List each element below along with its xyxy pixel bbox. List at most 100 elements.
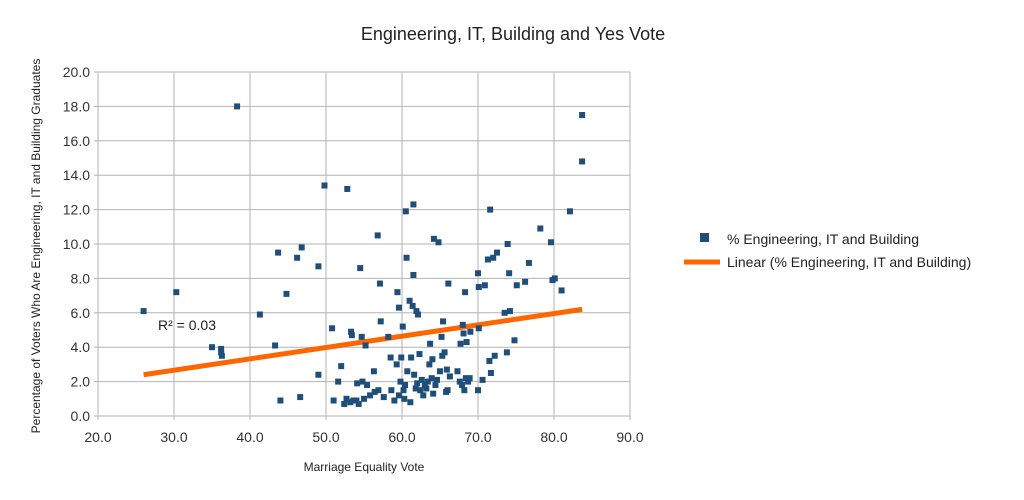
data-point [399, 323, 406, 330]
legend: % Engineering, IT and Building Linear (%… [684, 231, 971, 270]
data-point [400, 387, 407, 394]
data-point [475, 284, 482, 290]
y-tick-label: 16.0 [63, 133, 90, 149]
data-point [315, 263, 322, 270]
data-point [427, 340, 434, 347]
data-point [420, 392, 427, 399]
data-point [294, 254, 301, 261]
data-point [457, 340, 464, 347]
data-point [397, 378, 404, 385]
data-point [387, 354, 394, 361]
data-point [494, 249, 500, 256]
data-point [409, 302, 416, 309]
data-point [380, 394, 387, 401]
data-point [416, 351, 423, 358]
data-point [467, 328, 474, 335]
y-axis-title: Percentage of Voters Who Are Engineering… [29, 59, 43, 434]
data-point [443, 366, 450, 373]
data-point [348, 332, 355, 339]
data-point [344, 185, 351, 192]
data-point [432, 382, 439, 389]
x-tick-label: 80.0 [540, 429, 567, 445]
x-tick-label: 50.0 [312, 429, 339, 445]
data-point [348, 328, 355, 335]
data-point [411, 371, 418, 378]
data-point [417, 387, 424, 394]
data-point [438, 333, 445, 340]
data-point [256, 311, 263, 318]
data-point [355, 400, 362, 407]
data-point [462, 375, 469, 382]
data-point [394, 289, 401, 296]
data-point [487, 206, 494, 213]
axes: 0.0 2.0 4.0 6.0 8.0 10.0 12.0 14.0 16.0 18.0 20.0 2… [63, 64, 644, 445]
data-point [388, 387, 395, 394]
data-point [551, 275, 558, 282]
r-squared-annotation: R² = 0.03 [158, 317, 216, 333]
data-point [440, 318, 447, 325]
data-point [558, 287, 565, 294]
y-tick-label: 8.0 [71, 270, 91, 286]
data-point [377, 318, 384, 325]
data-point [487, 370, 494, 376]
data-point [479, 376, 486, 383]
data-point [173, 289, 180, 296]
data-point [330, 397, 337, 404]
data-point [506, 308, 513, 315]
data-point [503, 349, 510, 356]
data-point [465, 378, 472, 385]
data-point [401, 395, 408, 402]
data-point [375, 387, 382, 394]
data-point [426, 361, 433, 368]
y-tick-label: 2.0 [71, 374, 91, 390]
data-point [398, 354, 405, 361]
data-point [461, 387, 468, 394]
data-point [410, 201, 417, 208]
data-point [484, 256, 491, 263]
data-point [491, 352, 498, 359]
data-point [209, 344, 215, 351]
data-point [445, 280, 452, 287]
data-point [218, 352, 225, 359]
x-axis-title: Marriage Equality Vote [304, 460, 425, 474]
data-point [218, 345, 225, 352]
data-point [513, 282, 520, 289]
y-tick-label: 10.0 [63, 236, 90, 252]
y-tick-label: 4.0 [71, 339, 91, 355]
data-point [367, 392, 374, 399]
data-point [446, 373, 453, 380]
data-point [335, 378, 342, 385]
data-point [463, 339, 470, 346]
data-point [506, 270, 513, 277]
data-point [341, 400, 348, 407]
chart-title: Engineering, IT, Building and Yes Vote [361, 24, 665, 44]
data-point [393, 361, 400, 368]
data-point [424, 378, 431, 385]
data-point [418, 376, 425, 383]
data-point [435, 239, 442, 246]
data-point [439, 352, 446, 359]
data-point [350, 397, 357, 404]
data-point [272, 342, 279, 349]
data-point [537, 225, 544, 232]
y-tick-label: 12.0 [63, 202, 90, 218]
data-point [359, 378, 366, 385]
data-point [454, 368, 461, 375]
data-point [522, 278, 529, 285]
data-point [343, 395, 350, 402]
data-point [466, 375, 473, 382]
data-point [430, 390, 437, 397]
x-tick-label: 30.0 [160, 429, 187, 445]
data-point [374, 232, 381, 239]
data-point [490, 254, 497, 261]
data-point [370, 368, 377, 375]
data-point [321, 182, 328, 189]
data-point [525, 259, 532, 266]
data-point [421, 382, 428, 389]
x-tick-label: 20.0 [84, 429, 111, 445]
data-point [402, 382, 409, 389]
data-point [475, 387, 481, 394]
y-tick-label: 6.0 [71, 305, 91, 321]
